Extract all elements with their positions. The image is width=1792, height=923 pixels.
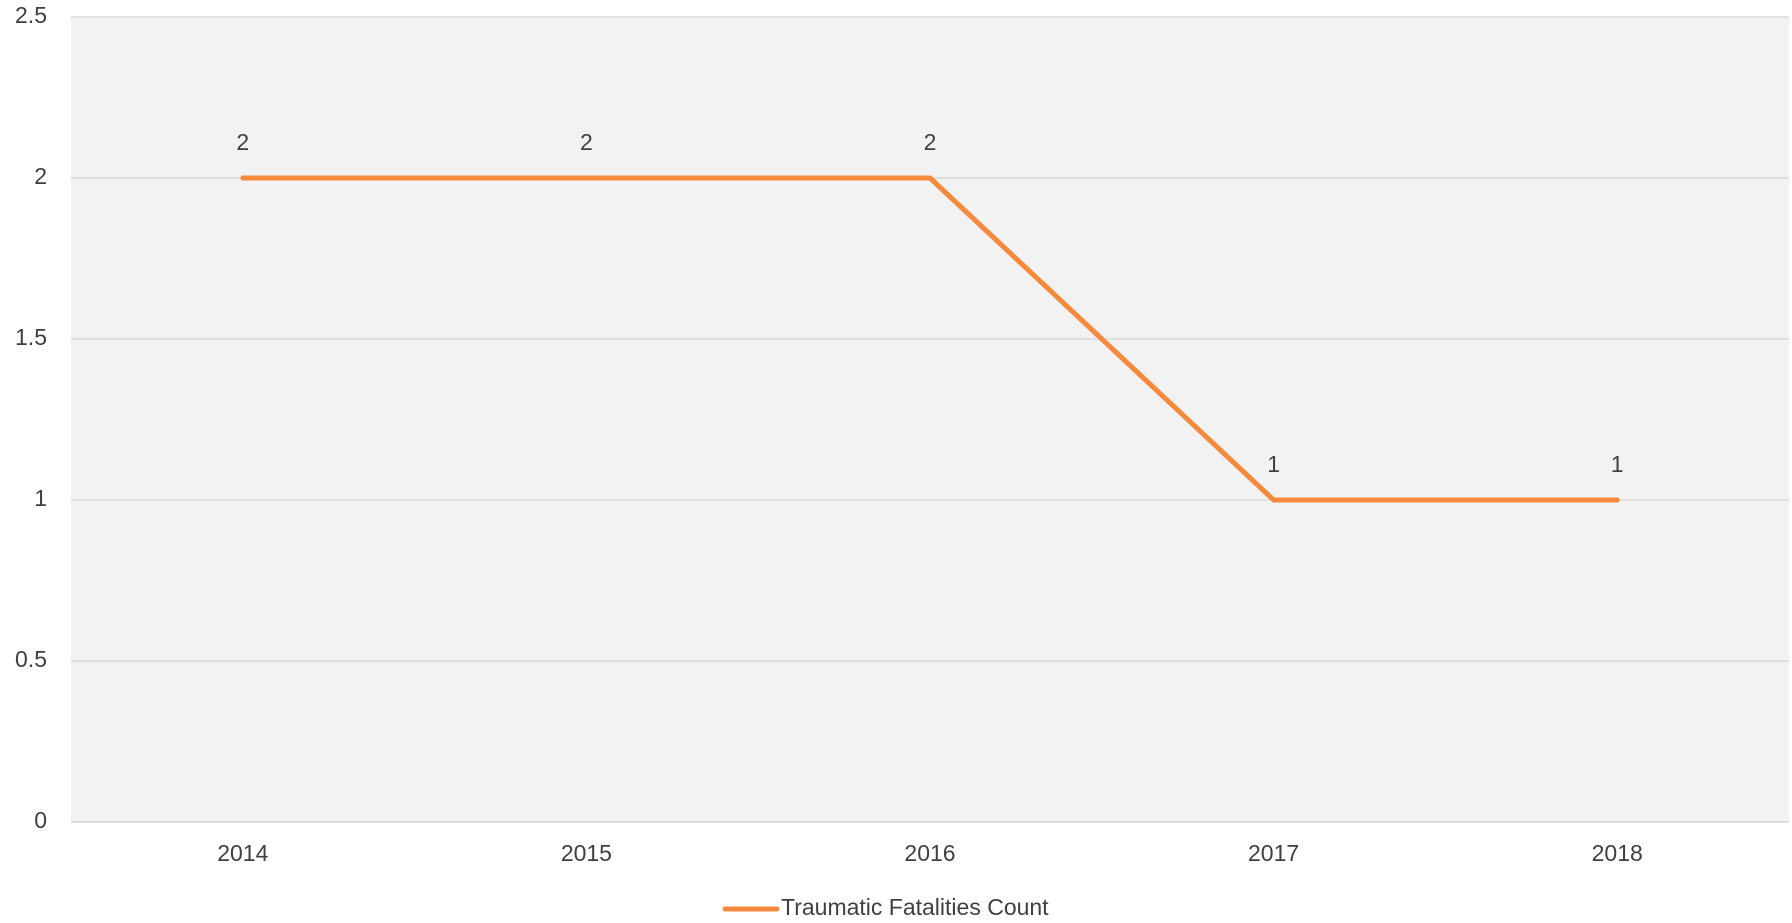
y-tick-label: 0: [34, 807, 47, 833]
y-tick-label: 2: [34, 163, 47, 189]
data-label: 2: [580, 129, 593, 155]
x-tick-label: 2014: [217, 840, 268, 866]
y-tick-label: 0.5: [15, 646, 47, 672]
x-tick-label: 2015: [561, 840, 612, 866]
legend-label: Traumatic Fatalities Count: [781, 894, 1049, 920]
y-tick-label: 2.5: [15, 2, 47, 28]
data-label: 2: [236, 129, 249, 155]
x-tick-label: 2018: [1592, 840, 1643, 866]
y-tick-label: 1.5: [15, 324, 47, 350]
data-label: 1: [1611, 451, 1624, 477]
data-label: 2: [924, 129, 937, 155]
y-tick-label: 1: [34, 485, 47, 511]
plot-area: [71, 17, 1789, 822]
line-series: [240, 175, 1620, 503]
x-tick-label: 2016: [904, 840, 955, 866]
x-tick-label: 2017: [1248, 840, 1299, 866]
data-label: 1: [1267, 451, 1280, 477]
